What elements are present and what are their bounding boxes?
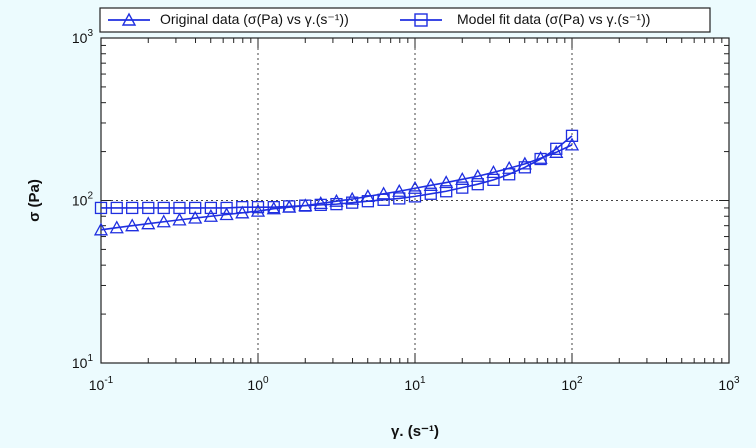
x-tick-base: 10 <box>718 377 734 393</box>
legend-marker-original <box>121 12 137 26</box>
x-tick-exponent: -1 <box>104 375 113 386</box>
data-point-triangle <box>502 160 517 174</box>
data-point-square <box>330 197 343 211</box>
x-tick-exponent: 0 <box>263 375 269 386</box>
series-layer <box>93 129 580 236</box>
x-tick-exponent: 3 <box>734 375 740 386</box>
x-tick-label: 100 <box>247 375 269 393</box>
data-point-triangle <box>564 137 580 151</box>
data-point-triangle <box>329 193 344 207</box>
data-point-square <box>565 129 579 142</box>
y-tick-exponent: 2 <box>87 191 93 202</box>
grid-lines <box>101 38 729 363</box>
data-point-triangle <box>156 214 171 228</box>
data-point-triangle <box>172 212 187 226</box>
data-point-triangle <box>188 210 203 224</box>
legend-label-model: Model fit data (σ(Pa) vs γ.(s⁻¹)) <box>457 11 650 27</box>
y-tick-label: 103 <box>72 28 94 46</box>
data-point-square <box>267 201 280 214</box>
data-point-triangle <box>109 220 124 234</box>
series-line <box>101 135 573 209</box>
data-point-square <box>424 187 437 200</box>
data-point-triangle <box>266 201 281 215</box>
data-point-triangle <box>376 186 391 200</box>
data-point-square <box>283 200 296 213</box>
data-point-triangle <box>439 175 454 189</box>
data-point-triangle <box>125 218 140 232</box>
data-point-triangle <box>423 177 438 191</box>
data-point-square <box>361 195 375 208</box>
data-point-square <box>534 152 547 166</box>
data-point-square <box>377 193 390 206</box>
data-point-square <box>456 181 469 194</box>
data-point-triangle <box>455 171 470 185</box>
data-point-triangle <box>93 222 109 236</box>
x-tick-label: 101 <box>404 375 426 393</box>
data-point-square <box>408 190 422 203</box>
legend-entry-original: Original data (σ(Pa) vs γ.(s⁻¹)) <box>108 11 349 27</box>
data-point-triangle <box>486 164 501 179</box>
y-tick-exponent: 1 <box>87 353 93 364</box>
data-point-square <box>393 192 406 205</box>
y-axis-label: σ (Pa) <box>26 179 43 222</box>
data-point-triangle <box>313 196 328 210</box>
data-point-square <box>110 201 123 215</box>
data-point-triangle <box>345 191 360 205</box>
data-point-square <box>550 142 563 155</box>
x-axis-label: γ. (s⁻¹) <box>391 423 439 440</box>
y-tick-exponent: 3 <box>87 28 93 39</box>
x-tick-base: 10 <box>247 377 263 393</box>
data-point-square <box>518 161 532 174</box>
data-point-triangle <box>407 180 423 194</box>
data-point-square <box>189 201 202 215</box>
data-point-square <box>503 168 516 181</box>
legend-entry-model: Model fit data (σ(Pa) vs γ.(s⁻¹)) <box>400 11 650 27</box>
data-point-square <box>471 178 484 191</box>
x-tick-base: 10 <box>561 377 577 393</box>
x-tick-base: 10 <box>89 377 105 393</box>
data-point-square <box>314 198 327 212</box>
x-tick-label: 102 <box>561 375 583 393</box>
data-point-triangle <box>549 144 564 158</box>
axis-ticks <box>100 38 729 364</box>
x-tick-label: 103 <box>718 375 740 393</box>
y-tick-label: 102 <box>72 191 94 209</box>
data-point-triangle <box>470 168 485 182</box>
y-tick-base: 10 <box>72 30 88 46</box>
y-tick-base: 10 <box>72 193 88 209</box>
data-point-square <box>142 201 155 215</box>
data-point-square <box>126 201 139 215</box>
data-point-square <box>440 185 453 198</box>
x-tick-base: 10 <box>404 377 420 393</box>
legend-label-original: Original data (σ(Pa) vs γ.(s⁻¹)) <box>160 11 349 27</box>
data-point-square <box>251 201 265 214</box>
legend: Original data (σ(Pa) vs γ.(s⁻¹)) Model f… <box>99 7 711 33</box>
data-point-triangle <box>517 156 532 170</box>
data-point-square <box>204 201 218 215</box>
x-tick-label: 10-1 <box>89 375 114 393</box>
data-point-square <box>157 201 170 215</box>
data-point-square <box>220 201 233 215</box>
y-tick-label: 101 <box>72 353 94 371</box>
x-tick-exponent: 1 <box>420 375 426 386</box>
data-point-triangle <box>250 203 266 217</box>
legend-marker-model <box>414 13 428 27</box>
data-point-square <box>94 201 108 215</box>
data-point-triangle <box>141 216 156 230</box>
data-point-square <box>299 199 312 212</box>
data-point-triangle <box>392 183 407 197</box>
data-point-triangle <box>203 208 218 222</box>
x-tick-exponent: 2 <box>577 375 583 386</box>
data-point-square <box>346 196 359 209</box>
data-point-square <box>173 201 186 215</box>
data-point-square <box>487 173 500 186</box>
series-line <box>100 144 573 231</box>
series-model <box>94 129 579 215</box>
data-point-square <box>236 201 249 214</box>
y-tick-base: 10 <box>72 355 88 371</box>
